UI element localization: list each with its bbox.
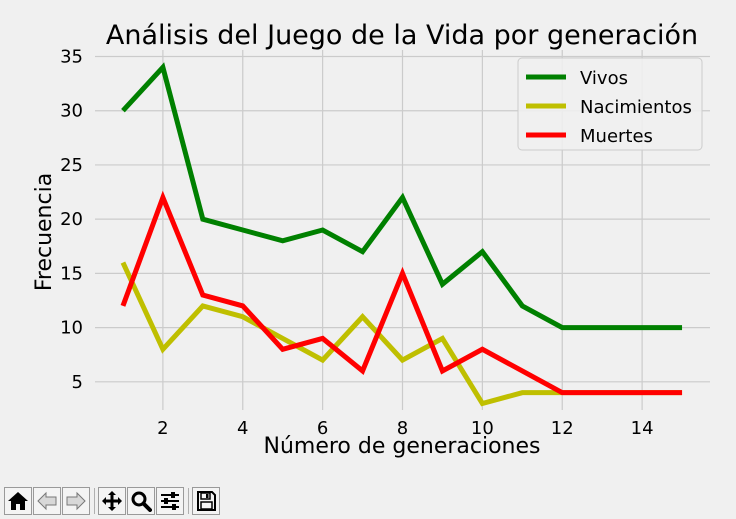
arrow-left-icon (37, 491, 57, 511)
y-tick-label: 10 (60, 318, 83, 339)
series-line-vivos (121, 62, 683, 331)
navigation-toolbar (4, 486, 221, 516)
chart-title: Análisis del Juego de la Vida por genera… (106, 20, 698, 51)
y-tick-label: 30 (60, 101, 83, 122)
series-line-muertes (120, 190, 683, 396)
legend-label: Nacimientos (580, 97, 692, 118)
x-axis-label: Número de generaciones (264, 434, 541, 459)
legend: Vivos Nacimientos Muertes (517, 57, 703, 151)
arrow-right-icon (66, 491, 86, 511)
x-tick-label: 6 (317, 418, 328, 439)
magnifier-icon (131, 491, 152, 512)
legend-box (517, 57, 703, 151)
y-tick-label: 5 (72, 372, 83, 393)
x-tick-label: 2 (157, 418, 168, 439)
move-icon (102, 491, 122, 511)
back-button[interactable] (33, 487, 61, 515)
tick-labels: 2 4 6 8 10 12 14 5 10 15 20 25 30 35 (60, 47, 653, 439)
y-tick-label: 20 (60, 209, 83, 230)
save-button[interactable] (192, 487, 220, 515)
y-tick-label: 35 (60, 47, 83, 68)
x-tick-label: 8 (397, 418, 408, 439)
forward-button[interactable] (62, 487, 90, 515)
home-button[interactable] (4, 487, 32, 515)
x-tick-label: 12 (551, 418, 574, 439)
y-tick-label: 15 (60, 263, 83, 284)
x-tick-label: 4 (237, 418, 248, 439)
pan-button[interactable] (98, 487, 126, 515)
x-tick-label: 14 (631, 418, 654, 439)
chart-figure: 2 4 6 8 10 12 14 5 10 15 20 25 30 35 Análisis del Jue… (32, 20, 710, 459)
home-icon (8, 492, 28, 510)
y-tick-label: 25 (60, 155, 83, 176)
sliders-icon (161, 492, 179, 510)
toolbar-separator (188, 488, 189, 514)
floppy-disk-icon (197, 491, 216, 511)
legend-label: Vivos (580, 68, 628, 89)
series-lines (120, 62, 683, 407)
y-axis-label: Frecuencia (32, 173, 57, 291)
toolbar-separator (94, 488, 95, 514)
legend-label: Muertes (580, 126, 653, 147)
configure-subplots-button[interactable] (156, 487, 184, 515)
x-tick-label: 10 (471, 418, 494, 439)
zoom-button[interactable] (127, 487, 155, 515)
